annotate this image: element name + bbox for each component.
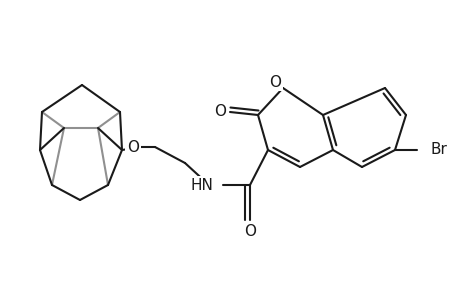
Text: O: O	[213, 104, 225, 119]
Text: O: O	[243, 224, 256, 239]
Text: O: O	[269, 74, 280, 89]
Text: HN: HN	[190, 178, 213, 193]
Text: O: O	[127, 140, 139, 154]
Text: Br: Br	[430, 142, 447, 158]
